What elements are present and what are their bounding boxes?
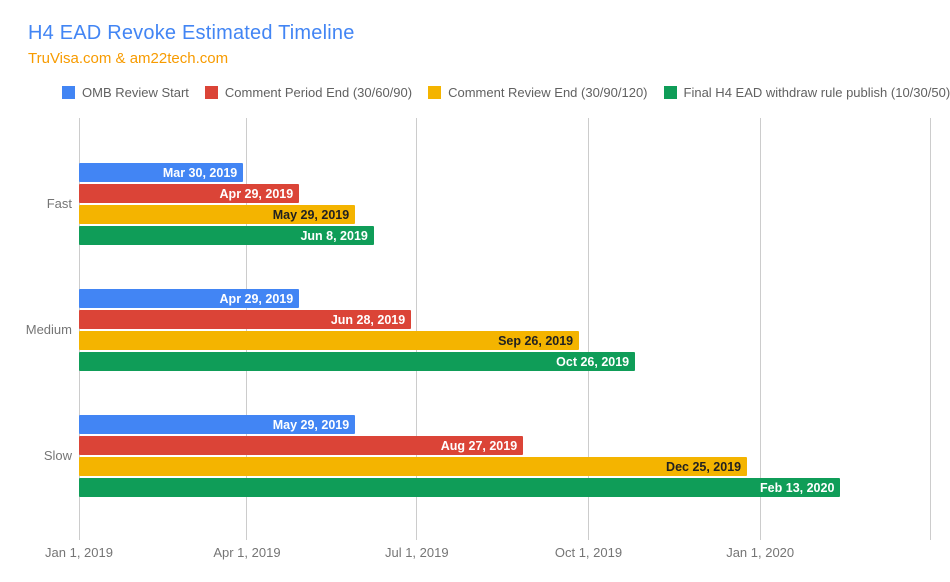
- chart-subtitle: TruVisa.com & am22tech.com: [28, 50, 229, 67]
- gridline: [416, 118, 418, 540]
- timeline-bar[interactable]: Apr 29, 2019: [79, 184, 300, 203]
- timeline-bar[interactable]: May 29, 2019: [79, 205, 356, 224]
- timeline-bar[interactable]: Apr 29, 2019: [79, 289, 300, 308]
- bar-date-label: Apr 29, 2019: [219, 291, 294, 306]
- x-tick-label: Jan 1, 2019: [45, 545, 113, 560]
- bar-date-label: Oct 26, 2019: [556, 354, 630, 369]
- category-label-medium: Medium: [25, 322, 72, 337]
- bar-date-label: Dec 25, 2019: [666, 459, 742, 474]
- timeline-bar[interactable]: Oct 26, 2019: [79, 352, 636, 371]
- bar-date-label: Apr 29, 2019: [219, 186, 294, 201]
- legend-item-1[interactable]: Comment Period End (30/60/90): [204, 85, 413, 100]
- legend-item-2[interactable]: Comment Review End (30/90/120): [428, 85, 648, 100]
- legend-swatch-icon: [204, 86, 218, 99]
- legend-item-0[interactable]: OMB Review Start: [62, 85, 189, 100]
- x-tick-label: Oct 1, 2019: [554, 545, 623, 560]
- timeline-bar[interactable]: Dec 25, 2019: [79, 457, 748, 476]
- gridline: [78, 118, 80, 540]
- timeline-bar[interactable]: Sep 26, 2019: [79, 331, 580, 350]
- timeline-bar[interactable]: Aug 27, 2019: [79, 436, 524, 455]
- chart-title: H4 EAD Revoke Estimated Timeline: [28, 22, 355, 44]
- timeline-bar[interactable]: Jun 28, 2019: [79, 310, 412, 329]
- timeline-bar[interactable]: Feb 13, 2020: [79, 478, 841, 497]
- bar-date-label: May 29, 2019: [272, 207, 350, 222]
- bar-date-label: Sep 26, 2019: [498, 333, 574, 348]
- bar-date-label: Jun 28, 2019: [330, 312, 406, 327]
- bar-date-label: Mar 30, 2019: [162, 165, 238, 180]
- gridline: [587, 118, 589, 540]
- x-tick-label: Apr 1, 2019: [213, 545, 281, 560]
- legend-label: OMB Review Start: [82, 85, 189, 100]
- gridline: [929, 118, 931, 540]
- legend-item-3[interactable]: Final H4 EAD withdraw rule publish (10/3…: [663, 85, 950, 100]
- bar-date-label: Aug 27, 2019: [440, 438, 518, 453]
- timeline-bar[interactable]: Mar 30, 2019: [79, 163, 244, 182]
- legend-label: Final H4 EAD withdraw rule publish (10/3…: [683, 85, 950, 100]
- bar-date-label: May 29, 2019: [272, 417, 350, 432]
- legend-swatch-icon: [428, 86, 442, 99]
- gridline: [759, 118, 761, 540]
- timeline-bar[interactable]: May 29, 2019: [79, 415, 356, 434]
- x-tick-label: Jul 1, 2019: [384, 545, 449, 560]
- gridline: [246, 118, 248, 540]
- category-label-fast: Fast: [46, 196, 72, 211]
- category-label-slow: Slow: [43, 448, 72, 463]
- legend-swatch-icon: [62, 86, 75, 99]
- legend-label: Comment Review End (30/90/120): [448, 85, 648, 100]
- chart-legend: OMB Review Start Comment Period End (30/6…: [62, 85, 950, 100]
- legend-label: Comment Period End (30/60/90): [224, 85, 413, 100]
- bar-date-label: Feb 13, 2020: [760, 480, 835, 495]
- timeline-bar[interactable]: Jun 8, 2019: [79, 226, 374, 245]
- legend-swatch-icon: [663, 86, 677, 99]
- x-tick-label: Jan 1, 2020: [726, 545, 795, 560]
- bar-date-label: Jun 8, 2019: [300, 228, 368, 243]
